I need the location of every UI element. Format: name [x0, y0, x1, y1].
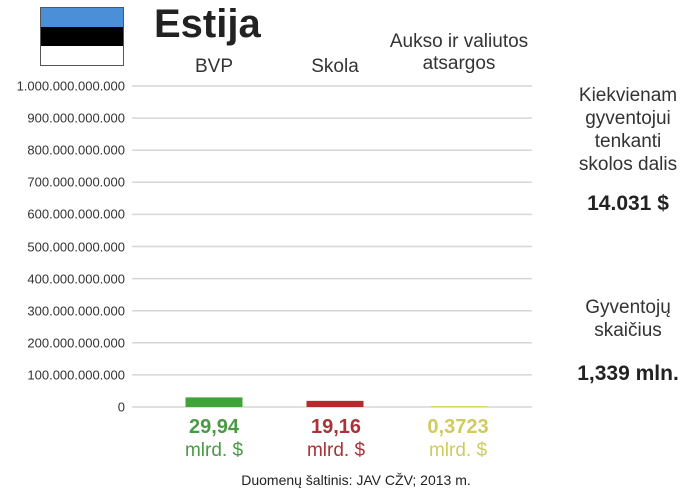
- flag-stripe-black: [41, 26, 123, 46]
- category-header-reserves: Aukso ir valiutos atsargos: [369, 31, 549, 75]
- estonia-flag: [40, 7, 124, 66]
- flag-stripe-white: [41, 45, 123, 65]
- value-unit: mlrd. $: [184, 440, 244, 461]
- y-tick-label: 700.000.000.000: [27, 174, 125, 190]
- label-line: tenkanti: [594, 131, 662, 152]
- label-line: gyventojui: [585, 108, 671, 129]
- value-number: 19,16: [310, 416, 362, 438]
- y-tick-label: 500.000.000.000: [27, 239, 125, 254]
- value-unit: mlrd. $: [428, 440, 488, 461]
- y-tick-label: 100.000.000.000: [27, 367, 125, 383]
- label-line: Gyventojų: [585, 297, 671, 318]
- bar-0: [185, 397, 243, 407]
- flag-stripe-blue: [41, 8, 123, 27]
- y-tick-label: 400.000.000.000: [27, 271, 125, 287]
- category-label: Aukso ir valiutos: [389, 31, 529, 52]
- source-note: Duomenų šaltinis: JAV CŽV; 2013 m.: [241, 472, 471, 488]
- y-tick-label: 200.000.000.000: [27, 335, 125, 351]
- population-label: Gyventojų skaičius: [548, 296, 700, 342]
- category-label: BVP: [194, 56, 234, 77]
- value-label-gdp: 29,94 mlrd. $: [154, 416, 274, 462]
- category-label: atsargos: [422, 53, 496, 74]
- category-header-debt: Skola: [245, 56, 425, 78]
- y-tick-label: 800.000.000.000: [27, 142, 125, 158]
- label-line: skolos dalis: [578, 154, 678, 175]
- category-header-gdp: BVP: [124, 56, 304, 78]
- value-label-debt: 19,16 mlrd. $: [276, 416, 396, 462]
- y-tick-label: 1.000.000.000.000: [16, 78, 125, 94]
- bar-1: [306, 400, 364, 407]
- category-label: Skola: [311, 56, 359, 77]
- bar-2: [430, 406, 488, 407]
- y-tick-label: 600.000.000.000: [27, 206, 125, 222]
- label-line: skaičius: [594, 320, 662, 341]
- value-number: 29,94: [188, 416, 240, 438]
- y-tick-label: 0: [117, 399, 125, 415]
- value-label-reserves: 0,3723 mlrd. $: [398, 416, 518, 462]
- debt-per-capita-value: 14.031 $: [587, 192, 669, 215]
- chart-title: Estija: [154, 2, 261, 46]
- y-tick-label: 900.000.000.000: [27, 110, 125, 126]
- value-number: 0,3723: [427, 416, 489, 438]
- debt-per-capita-label: Kiekvienam gyventojui tenkanti skolos da…: [548, 84, 700, 176]
- label-line: Kiekvienam: [578, 85, 678, 106]
- population-value: 1,339 mln.: [577, 362, 679, 385]
- y-tick-label: 300.000.000.000: [27, 303, 125, 319]
- value-unit: mlrd. $: [306, 440, 366, 461]
